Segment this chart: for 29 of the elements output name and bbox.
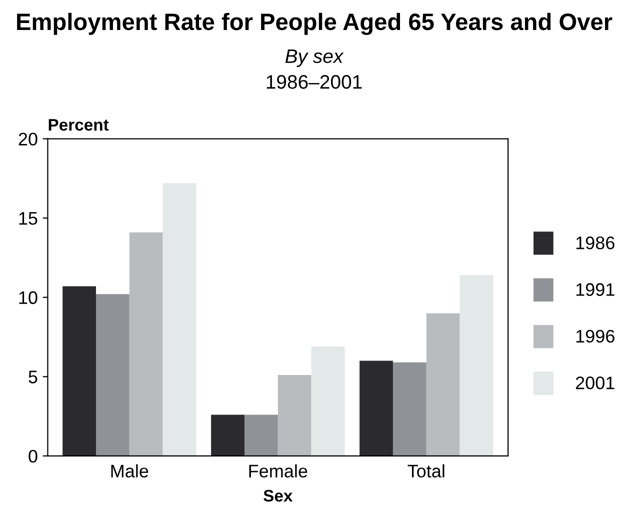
text: 1986–2001 <box>266 75 362 89</box>
bar <box>96 294 130 456</box>
bar <box>62 286 96 456</box>
bar <box>244 414 278 456</box>
y-tick-label: 0 <box>28 450 38 463</box>
chart-subtitle: By sex <box>285 50 344 67</box>
x-tick-label: Total <box>408 464 444 478</box>
legend-label: 1986 <box>576 236 614 250</box>
y-tick-label: 10 <box>19 291 38 304</box>
bar <box>162 183 196 456</box>
bar <box>278 375 312 456</box>
y-tick-label: 5 <box>28 370 38 384</box>
y-tick-label: 15 <box>19 212 38 225</box>
legend-label: 1996 <box>576 330 614 343</box>
chart-title: Employment Rate for People Aged 65 Years and Over <box>17 12 612 35</box>
legend-label: 1991 <box>576 283 614 296</box>
bar <box>360 360 393 456</box>
y-tick-label: 20 <box>18 132 38 146</box>
bar <box>129 232 163 456</box>
x-axis-title: Sex <box>264 490 293 502</box>
bar <box>426 313 460 456</box>
bar <box>460 275 494 456</box>
bar <box>311 346 345 456</box>
bar <box>211 414 244 456</box>
legend-label: 2001 <box>576 376 614 390</box>
y-axis-title: Percent <box>48 119 109 131</box>
x-tick-label: Male <box>111 464 148 478</box>
x-tick-label: Female <box>249 464 308 478</box>
bar <box>392 362 426 456</box>
